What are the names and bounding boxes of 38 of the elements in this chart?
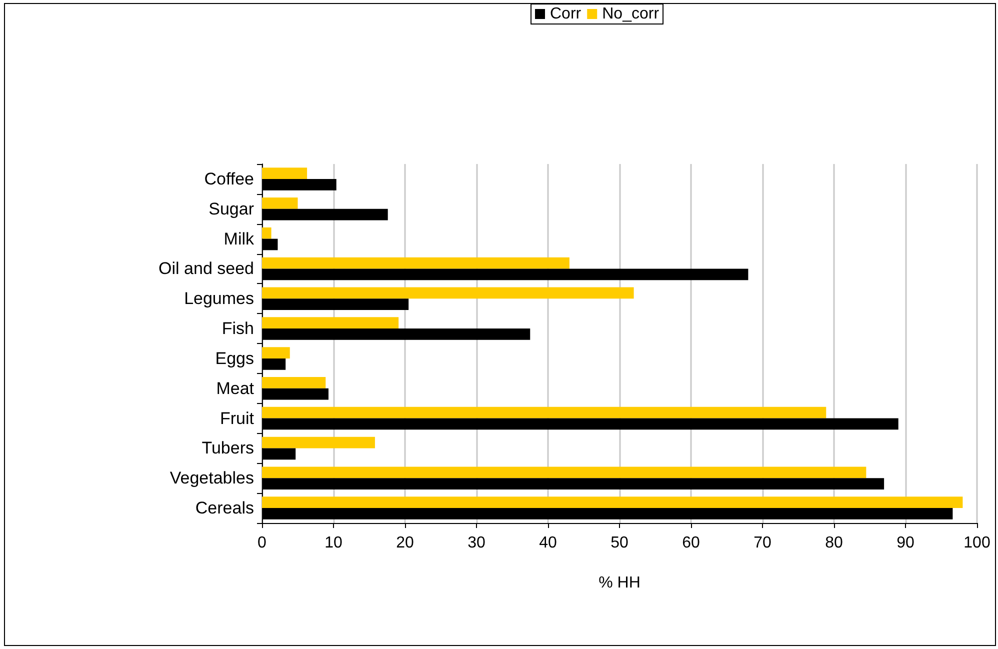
bar: [262, 168, 308, 179]
x-tick-label: 20: [396, 534, 414, 552]
bar: [262, 377, 326, 388]
y-tick-label: Coffee: [204, 169, 254, 188]
legend-label: No_corr: [602, 6, 660, 22]
y-tick-label: Meat: [216, 378, 254, 398]
y-tick-label: Legumes: [184, 289, 254, 308]
y-tick-label: Milk: [224, 229, 254, 248]
x-tick-label: 100: [964, 534, 990, 552]
y-tick-label: Eggs: [215, 348, 254, 368]
y-tick-label: Oil and seed: [158, 259, 254, 278]
legend-label: Corr: [550, 6, 582, 22]
x-tick-label: 60: [682, 534, 700, 552]
bar: [262, 347, 290, 358]
bar: [262, 496, 963, 508]
x-tick-label: 80: [825, 534, 843, 552]
y-tick-label: Fish: [222, 319, 254, 338]
bar: [262, 466, 866, 478]
x-tick-label: 40: [539, 534, 557, 552]
bar: [262, 227, 272, 239]
x-tick-label: 70: [754, 534, 772, 552]
x-tick-label: 90: [896, 534, 914, 552]
x-tick-label: 0: [258, 534, 267, 552]
y-tick-label: Fruit: [220, 408, 254, 428]
x-tick-label: 10: [324, 534, 342, 552]
y-tick-label: Vegetables: [170, 468, 254, 488]
x-tick-label: 30: [468, 534, 486, 552]
bar: [262, 257, 570, 269]
bar: [262, 436, 375, 448]
y-tick-label: Sugar: [208, 199, 254, 218]
bar: [262, 317, 399, 329]
y-tick-label: Tubers: [202, 438, 254, 458]
bar: [262, 406, 826, 418]
x-tick-label: 50: [610, 534, 628, 552]
bar: [262, 287, 634, 299]
y-tick-label: Cereals: [195, 498, 254, 518]
x-axis-title: % HH: [598, 574, 640, 592]
bar: [262, 198, 298, 209]
